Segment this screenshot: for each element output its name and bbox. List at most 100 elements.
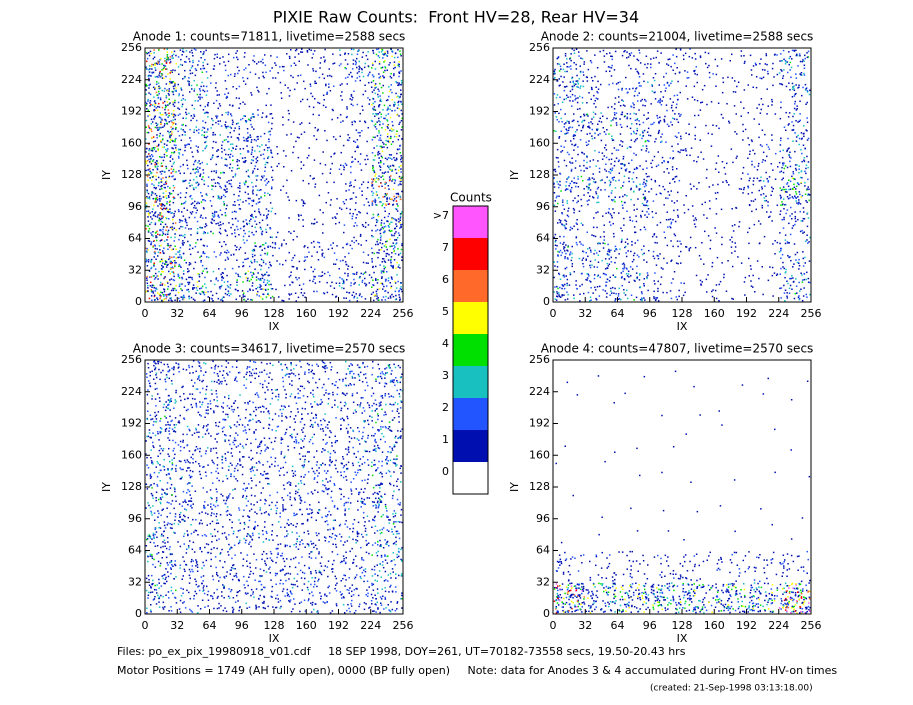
count-pixel — [375, 193, 378, 196]
count-pixel — [162, 138, 164, 140]
count-pixel — [335, 295, 338, 298]
count-pixel — [765, 199, 768, 202]
count-pixel — [663, 118, 665, 121]
count-pixel — [398, 72, 401, 74]
count-pixel — [798, 201, 800, 204]
count-pixel — [380, 161, 382, 164]
count-pixel — [786, 182, 789, 184]
count-pixel — [169, 136, 171, 139]
count-pixel — [317, 128, 319, 131]
count-pixel — [180, 225, 182, 228]
count-pixel — [374, 154, 376, 157]
count-pixel — [795, 84, 797, 86]
count-pixel — [261, 288, 263, 290]
count-pixel — [211, 156, 214, 158]
count-pixel — [781, 156, 784, 159]
count-pixel — [782, 49, 785, 52]
count-pixel — [760, 176, 762, 178]
count-pixel — [555, 156, 558, 159]
count-pixel — [347, 53, 350, 55]
count-pixel — [193, 113, 195, 116]
count-pixel — [742, 192, 744, 194]
count-pixel — [182, 78, 184, 80]
count-pixel — [167, 233, 169, 235]
count-pixel — [161, 203, 164, 205]
count-pixel — [387, 108, 389, 110]
count-pixel — [592, 111, 595, 114]
count-pixel — [244, 191, 247, 194]
count-pixel — [621, 141, 624, 143]
count-pixel — [265, 71, 267, 74]
count-pixel — [372, 192, 375, 194]
count-pixel — [637, 73, 640, 75]
count-pixel — [172, 101, 174, 103]
count-pixel — [647, 63, 649, 65]
count-pixel — [225, 111, 227, 114]
count-pixel — [147, 259, 150, 261]
count-pixel — [149, 74, 151, 77]
count-pixel — [172, 123, 174, 126]
count-pixel — [395, 193, 398, 195]
count-pixel — [791, 121, 793, 123]
count-pixel — [620, 167, 623, 170]
count-pixel — [630, 198, 632, 201]
count-pixel — [218, 94, 220, 96]
count-pixel — [195, 49, 197, 51]
count-pixel — [576, 80, 579, 82]
count-pixel — [149, 223, 151, 226]
count-pixel — [174, 233, 176, 235]
count-pixel — [383, 258, 385, 260]
count-pixel — [798, 86, 800, 88]
count-pixel — [553, 93, 556, 95]
count-pixel — [244, 252, 247, 254]
count-pixel — [726, 162, 728, 165]
count-pixel — [217, 279, 219, 282]
count-pixel — [195, 181, 198, 184]
count-pixel — [158, 61, 160, 63]
count-pixel — [151, 191, 153, 193]
count-pixel — [577, 195, 580, 197]
count-pixel — [199, 293, 202, 295]
count-pixel — [573, 144, 576, 147]
count-pixel — [196, 232, 199, 235]
count-pixel — [258, 77, 260, 79]
count-pixel — [191, 72, 194, 74]
count-pixel — [253, 116, 255, 118]
count-pixel — [251, 256, 254, 258]
count-pixel — [361, 105, 363, 108]
count-pixel — [602, 127, 604, 129]
count-pixel — [780, 170, 783, 173]
count-pixel — [281, 299, 283, 302]
count-pixel — [147, 131, 150, 134]
count-pixel — [613, 112, 616, 114]
count-pixel — [249, 197, 251, 200]
count-pixel — [231, 143, 234, 145]
count-pixel — [794, 100, 796, 103]
count-pixel — [158, 116, 161, 118]
count-pixel — [566, 120, 569, 122]
count-pixel — [760, 58, 762, 60]
count-pixel — [558, 63, 561, 65]
count-pixel — [255, 288, 257, 290]
count-pixel — [663, 160, 665, 163]
count-pixel — [614, 97, 617, 99]
count-pixel — [183, 180, 185, 182]
count-pixel — [169, 256, 171, 259]
count-pixel — [249, 265, 251, 268]
count-pixel — [378, 175, 380, 177]
count-pixel — [804, 170, 806, 173]
count-pixel — [297, 214, 300, 216]
count-pixel — [203, 179, 205, 182]
count-pixel — [593, 137, 596, 139]
y-tick-label: 160 — [121, 136, 142, 149]
count-pixel — [358, 70, 360, 73]
count-pixel — [350, 166, 352, 168]
count-pixel — [658, 100, 660, 102]
count-pixel — [682, 149, 684, 151]
count-pixel — [367, 65, 370, 67]
count-pixel — [573, 225, 575, 227]
count-pixel — [351, 266, 353, 268]
count-pixel — [264, 64, 267, 66]
count-pixel — [591, 88, 593, 90]
count-pixel — [153, 52, 155, 54]
